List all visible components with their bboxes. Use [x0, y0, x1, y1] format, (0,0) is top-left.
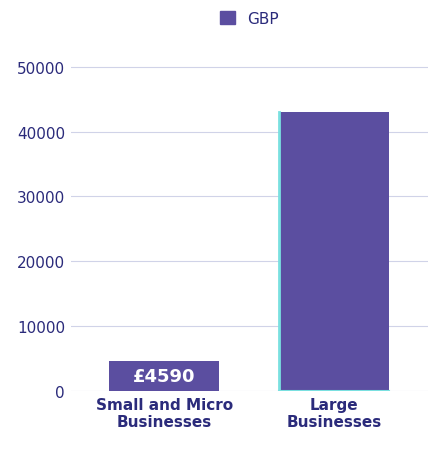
Bar — [279, 113, 389, 391]
Legend: GBP: GBP — [220, 12, 279, 27]
Text: £4590: £4590 — [133, 368, 195, 385]
Bar — [109, 362, 220, 391]
